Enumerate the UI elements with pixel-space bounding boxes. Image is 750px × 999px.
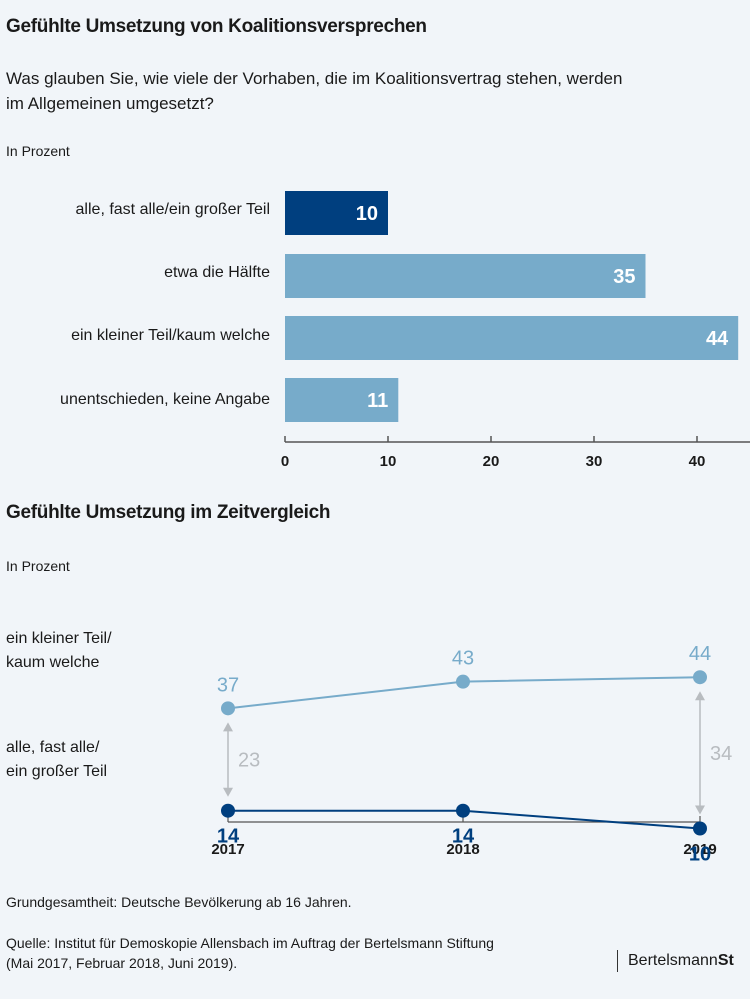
x-tick-label: 0 <box>281 453 289 470</box>
line-chart: 2017 2018 2019 23 34 37 43 44 14 14 10 <box>211 643 732 866</box>
data-point <box>221 701 235 716</box>
data-point <box>693 821 707 836</box>
series-label-light: ein kleiner Teil/ kaum welche <box>6 627 112 675</box>
logo-bold: St <box>717 952 734 969</box>
bar <box>285 378 399 422</box>
line-unit-label: In Prozent <box>6 558 70 574</box>
data-point-label: 14 <box>217 826 240 848</box>
population-note: Grundgesamtheit: Deutsche Bevölkerung ab… <box>6 894 352 910</box>
data-point-label: 14 <box>452 826 475 848</box>
question-text: Was glauben Sie, wie viele der Vorhaben,… <box>6 69 623 113</box>
bar <box>285 316 739 360</box>
series-label-dark: alle, fast alle/ ein großer Teil <box>6 736 107 784</box>
bar <box>285 191 388 235</box>
bar-chart-question: Was glauben Sie, wie viele der Vorhaben,… <box>6 66 626 116</box>
bar-value-label: 44 <box>706 328 729 350</box>
data-point-label: 37 <box>217 674 239 696</box>
x-tick-label: 20 <box>483 453 500 470</box>
series-label-line: ein kleiner Teil/ <box>6 630 112 647</box>
bar-value-label: 10 <box>356 203 378 225</box>
bar-value-label: 35 <box>613 266 635 288</box>
gap-value-label: 23 <box>238 750 260 772</box>
source-line: (Mai 2017, Februar 2018, Juni 2019). <box>6 955 238 971</box>
bar-category-label: ein kleiner Teil/kaum welche <box>71 327 270 344</box>
gap-arrow-head <box>223 787 233 797</box>
bar-chart: 10 35 44 11 0 10 20 30 40 <box>281 191 750 470</box>
gap-arrow-head <box>695 805 705 815</box>
bar <box>285 254 646 298</box>
series-label-line: ein großer Teil <box>6 763 108 780</box>
bertelsmann-logo: BertelsmannSt <box>617 950 734 972</box>
gap-value-label: 34 <box>710 743 732 765</box>
x-tick-label: 10 <box>380 453 397 470</box>
x-tick-label: 30 <box>586 453 603 470</box>
gap-arrow-head <box>695 691 705 701</box>
series-label-line: alle, fast alle/ <box>6 739 100 756</box>
x-tick-label: 2017 <box>211 841 244 858</box>
x-tick-label: 2018 <box>446 841 479 858</box>
data-point <box>456 674 470 689</box>
bar-chart-title: Gefühlte Umsetzung von Koalitionsverspre… <box>6 16 427 37</box>
data-point <box>693 670 707 685</box>
data-point-label: 10 <box>689 844 711 866</box>
bar-unit-label: In Prozent <box>6 143 70 159</box>
line-chart-title: Gefühlte Umsetzung im Zeitvergleich <box>6 502 331 523</box>
source-note: Quelle: Institut für Demoskopie Allensba… <box>6 933 494 973</box>
gap-arrow-head <box>223 722 233 732</box>
logo-regular: Bertelsmann <box>628 952 718 969</box>
bar-category-label: etwa die Hälfte <box>164 264 270 281</box>
data-point <box>456 803 470 818</box>
x-tick-label: 2019 <box>683 841 716 858</box>
bar-category-label: alle, fast alle/ein großer Teil <box>75 201 270 218</box>
series-label-line: kaum welche <box>6 654 100 671</box>
bar-value-label: 11 <box>367 390 388 412</box>
bar-category-label: unentschieden, keine Angabe <box>60 391 270 408</box>
x-tick-label: 40 <box>689 453 706 470</box>
data-point-label: 43 <box>452 648 474 670</box>
source-line: Quelle: Institut für Demoskopie Allensba… <box>6 935 494 951</box>
data-point <box>221 803 235 818</box>
data-point-label: 44 <box>689 643 711 665</box>
